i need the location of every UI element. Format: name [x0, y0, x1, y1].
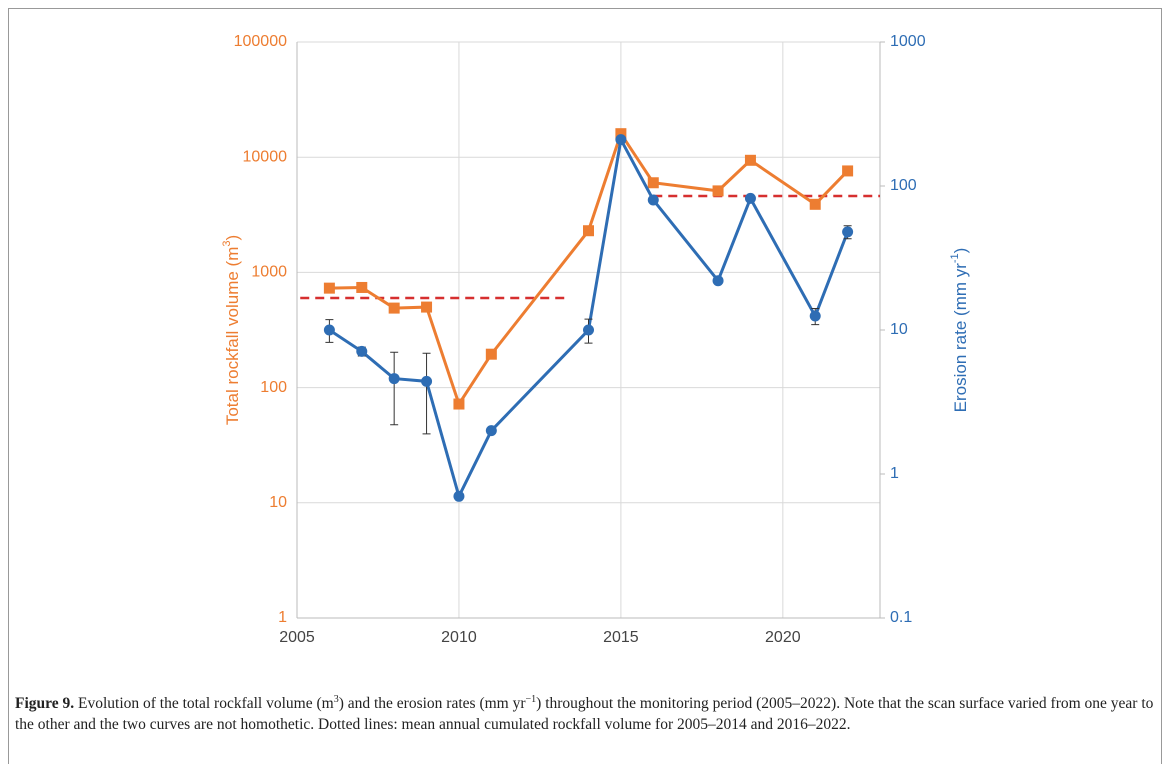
marker [615, 128, 627, 140]
caption-sup: −1 [525, 693, 537, 705]
y2-tick-label: 10 [890, 321, 908, 338]
y2-axis-label: Erosion rate (mm yr-1) [949, 248, 971, 413]
y-label-text: ) [223, 235, 242, 241]
marker [744, 192, 756, 204]
caption-label: Figure 9. [15, 695, 75, 712]
series-line [329, 130, 849, 408]
y2-tick-label: 100 [890, 177, 917, 194]
marker [388, 373, 400, 385]
series-line [328, 135, 850, 501]
y-tick-label: 1 [278, 609, 287, 626]
y2-tick-label: 1000 [890, 33, 926, 50]
marker [615, 134, 627, 146]
caption: Figure 9. Evolution of the total rockfal… [15, 693, 1155, 735]
marker [712, 185, 724, 197]
marker [356, 281, 368, 293]
caption-text: ) and the erosion rates (mm yr [338, 695, 526, 712]
marker [388, 302, 400, 314]
marker [485, 348, 497, 360]
marker [421, 375, 433, 387]
marker [842, 165, 854, 177]
figure-border [8, 8, 1162, 764]
error-bar [390, 351, 399, 426]
y2-tick-label: 1 [890, 465, 899, 482]
marker [356, 345, 368, 357]
caption-text: ) throughout the monitoring period (2005… [15, 695, 1154, 733]
marker [647, 177, 659, 189]
x-tick-label: 2015 [603, 629, 639, 646]
y-tick-label: 10 [269, 494, 287, 511]
y2-label-sup: -1 [949, 253, 961, 263]
marker [744, 154, 756, 166]
marker [809, 310, 821, 322]
caption-text: Evolution of the total rockfall volume (… [78, 695, 334, 712]
y-tick-label: 100000 [234, 33, 287, 50]
error-bar [422, 352, 431, 435]
x-tick-label: 2020 [765, 629, 801, 646]
marker [453, 490, 465, 502]
x-tick-label: 2010 [441, 629, 477, 646]
marker [323, 282, 335, 294]
marker [583, 225, 594, 237]
y-tick-label: 1000 [251, 264, 287, 281]
x-tick-label: 2005 [279, 629, 315, 646]
marker [842, 226, 854, 238]
marker [647, 194, 659, 206]
y-tick-label: 10000 [243, 148, 288, 165]
marker [421, 301, 433, 313]
y2-label-text: Erosion rate (mm yr [951, 263, 970, 413]
marker [809, 198, 821, 210]
marker [712, 275, 724, 287]
marker [485, 425, 497, 437]
marker [323, 324, 335, 336]
y2-label-text: ) [951, 248, 970, 254]
marker [583, 324, 594, 336]
y-axis-label: Total rockfall volume (m3) [221, 235, 243, 425]
caption-sup: 3 [333, 693, 339, 705]
marker [453, 398, 465, 410]
y-label-sup: 3 [221, 240, 233, 246]
y2-tick-label: 0.1 [890, 609, 912, 626]
y-label-text: Total rockfall volume (m [223, 247, 242, 426]
y-tick-label: 100 [260, 379, 287, 396]
